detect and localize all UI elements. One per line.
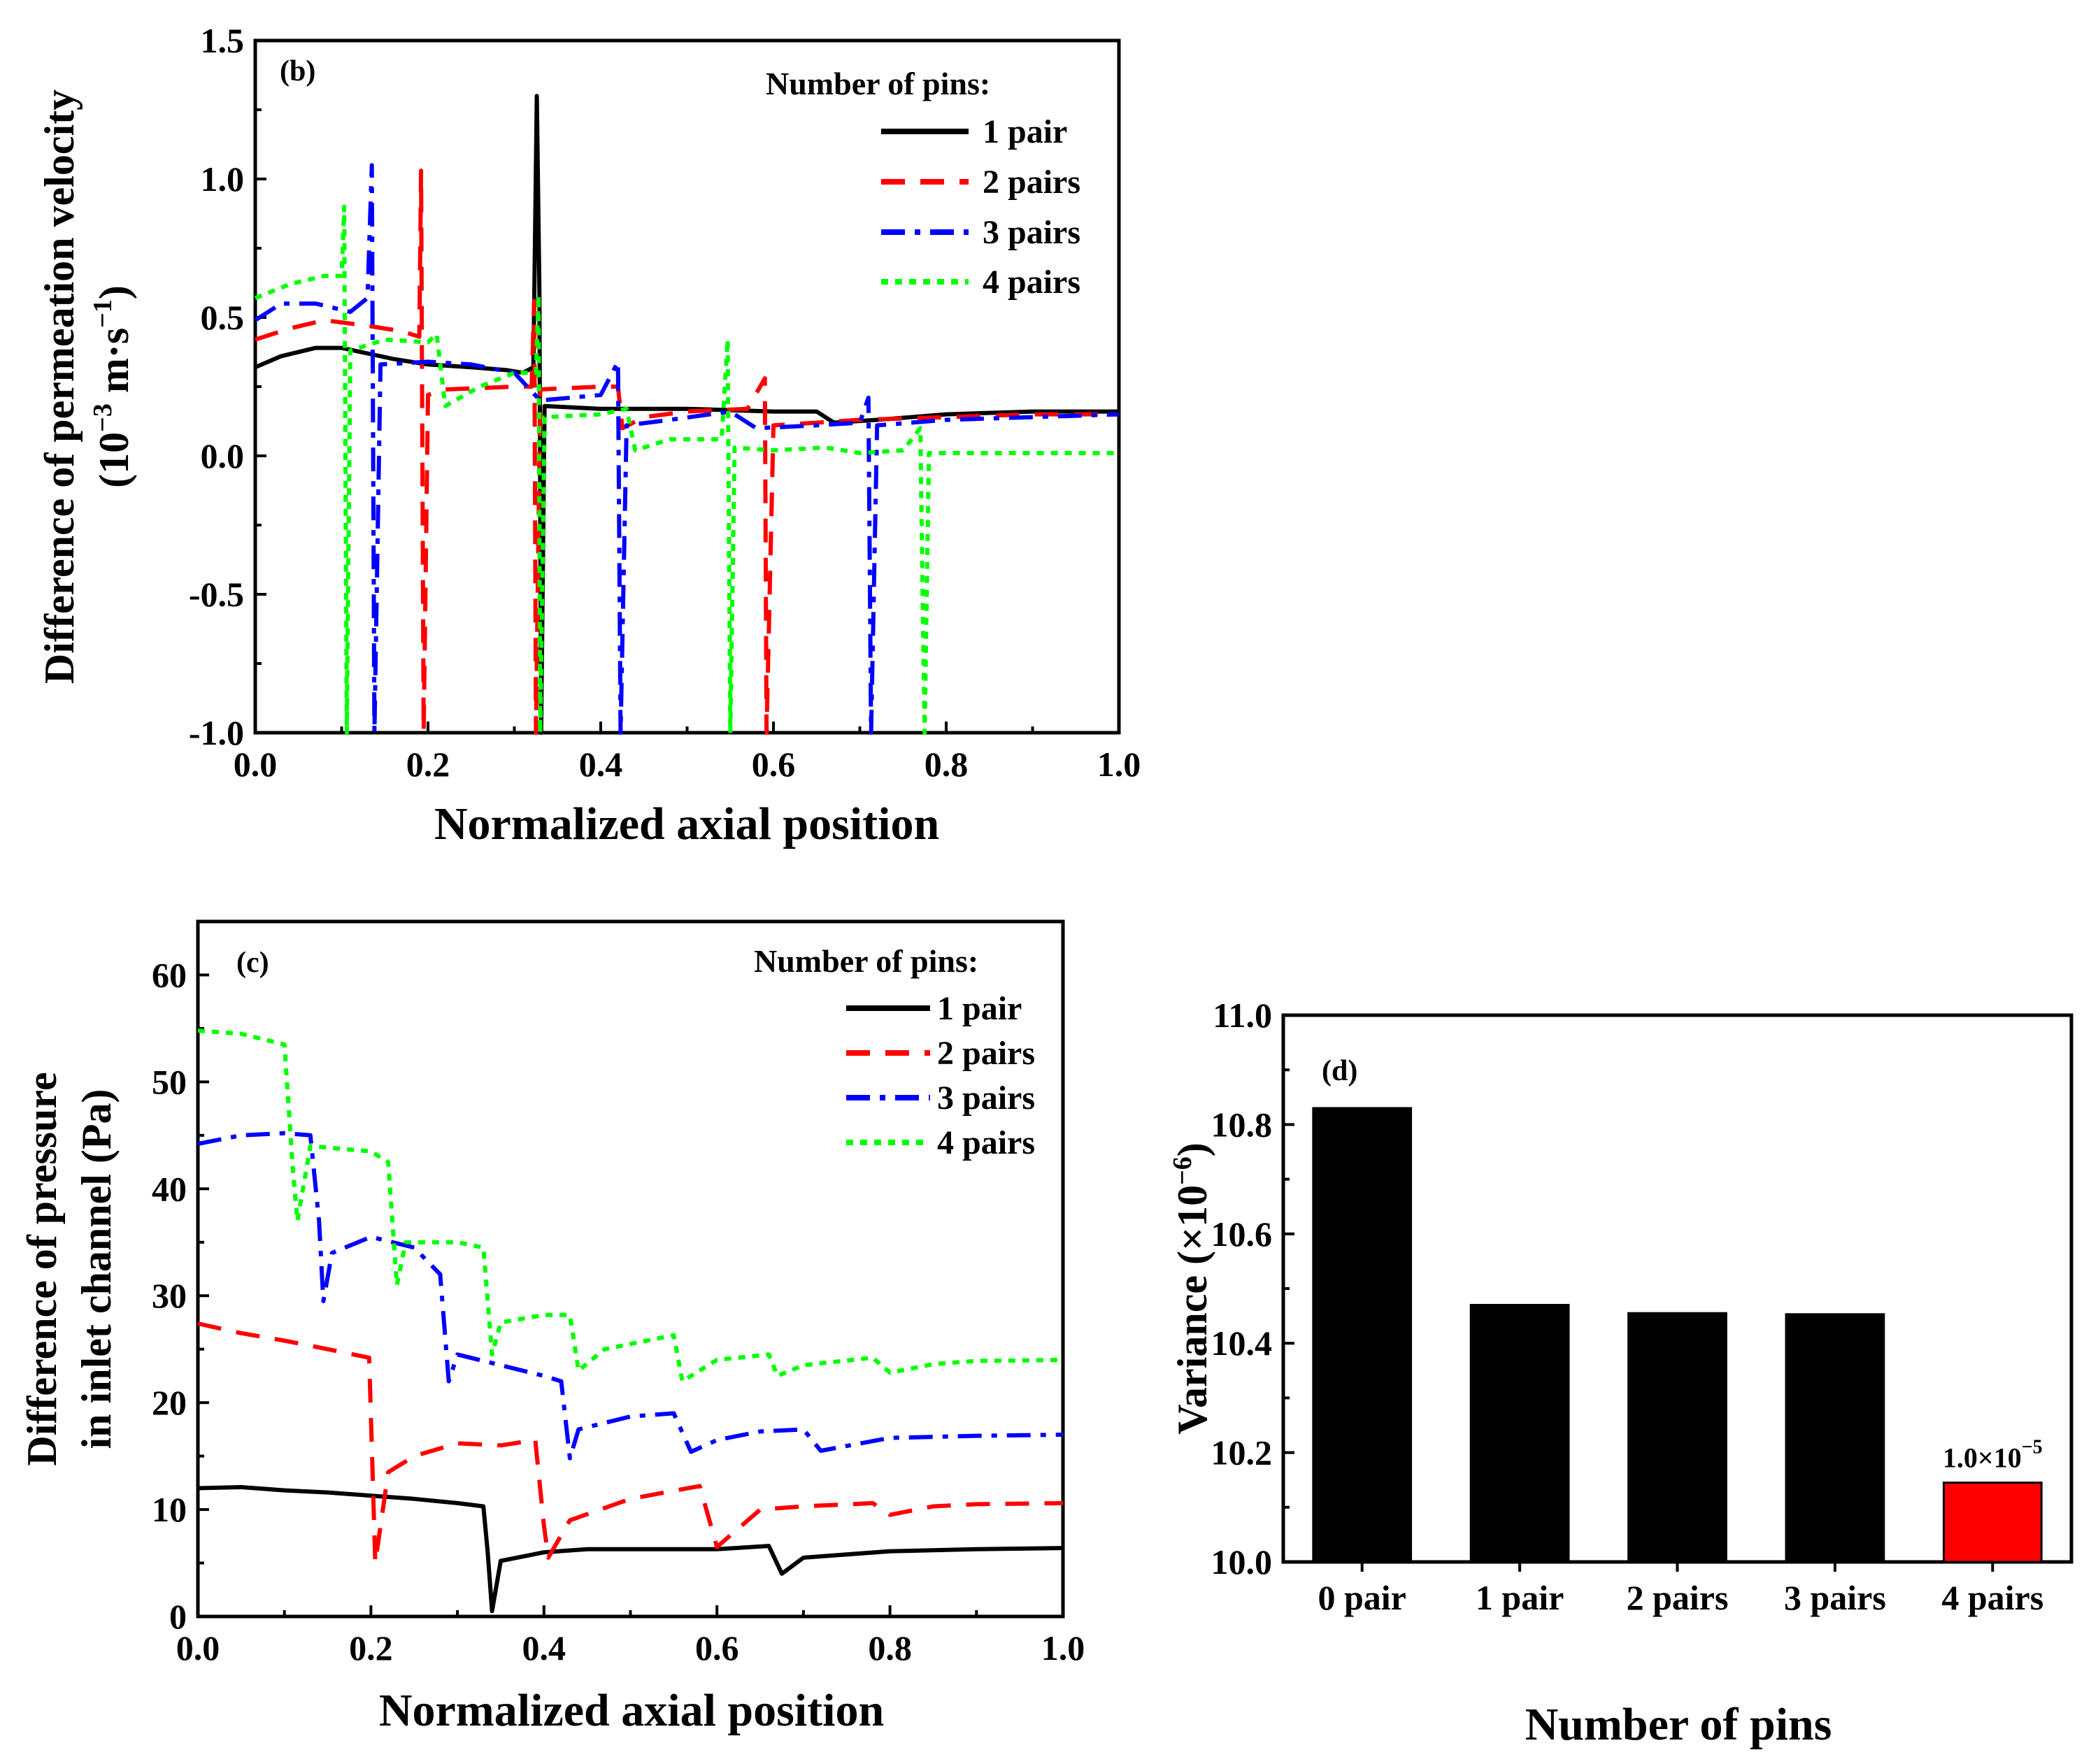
y-tick-label: 0: [169, 1597, 187, 1636]
x-axis-label-c: Normalized axial position: [379, 1685, 884, 1736]
x-tick-label: 1 pair: [1476, 1578, 1564, 1617]
y-tick-label: 20: [152, 1383, 187, 1422]
legend-label-b-1: 1 pair: [983, 113, 1067, 150]
legend-title-b: Number of pins:: [766, 66, 990, 101]
x-tick-label: 0.8: [868, 1628, 912, 1668]
x-axis-label-b: Normalized axial position: [434, 798, 939, 849]
y-tick-label: 1.0: [201, 159, 245, 199]
x-tick-label: 2 pairs: [1627, 1578, 1729, 1617]
y-tick-label: 10.6: [1211, 1214, 1273, 1254]
legend-b: Number of pins: 1 pair 2 pairs 3 pairs 4…: [766, 66, 1080, 301]
y-tick-label: 0.5: [201, 298, 245, 337]
y-tick-label: 40: [152, 1169, 187, 1208]
y-axis-label-d: Variance (×10−6): [1168, 1142, 1215, 1435]
y-tick-label: 30: [152, 1276, 187, 1315]
chart-panel-d: 10.0 10.2 10.4 10.6 10.8 11.0 0 pair 1 pair 2 pa…: [1168, 996, 2074, 1750]
series-line-2-pairs: [255, 168, 1119, 735]
y-axis-label-c: Difference of pressure in inlet channel …: [19, 1072, 120, 1465]
y-tick-label: 50: [152, 1062, 187, 1101]
x-tick-label: 0.4: [522, 1628, 566, 1668]
legend-label-c-1: 1 pair: [937, 990, 1022, 1027]
x-tick-label: 0.6: [752, 745, 796, 784]
chart-panel-b: 0.0 0.2 0.4 0.6 0.8 1.0 -1.0 -0.5 0.0 0.5 1.0 1.5 (…: [36, 21, 1141, 849]
y-axis-label-b-line2: (10−3 m·s−1): [88, 285, 137, 488]
tick-group-b: 0.0 0.2 0.4 0.6 0.8 1.0 -1.0 -0.5 0.0 0.5 1.0 1.5: [189, 21, 1141, 784]
series-line-3-pairs: [254, 163, 1120, 735]
legend-label-b-3: 3 pairs: [983, 214, 1080, 251]
bar-annotation-4-pairs: 1.0×10−5: [1943, 1437, 2043, 1474]
panel-label-b: (b): [280, 55, 315, 87]
x-tick-label: 0.0: [234, 745, 278, 784]
bar-group-d: [1312, 1107, 2043, 1563]
series-line-2-pairs: [197, 1321, 1064, 1565]
y-tick-label: 10.0: [1211, 1542, 1273, 1582]
y-tick-label: 10: [152, 1490, 187, 1529]
legend-label-c-4: 4 pairs: [937, 1124, 1035, 1161]
x-tick-label: 0.2: [349, 1628, 393, 1668]
series-line-4-pairs: [197, 1028, 1064, 1384]
panel-label-c: (c): [236, 947, 269, 979]
y-tick-label: 10.2: [1211, 1433, 1273, 1472]
x-tick-label: 0.6: [695, 1628, 739, 1668]
y-axis-label-b: Difference of permeation velocity (10−3 …: [36, 89, 137, 684]
y-tick-label: 10.8: [1211, 1105, 1273, 1144]
x-tick-label: 3 pairs: [1784, 1578, 1886, 1617]
x-tick-label: 0.2: [406, 745, 450, 784]
legend-label-b-4: 4 pairs: [983, 264, 1080, 301]
chart-panel-c: 0.0 0.2 0.4 0.6 0.8 1.0 0 10 20 30 40 50 60 (c) Numb…: [19, 919, 1085, 1736]
panel-label-d: (d): [1322, 1055, 1357, 1087]
y-tick-label: 0.0: [201, 436, 245, 475]
x-axis-label-d: Number of pins: [1525, 1699, 1832, 1750]
series-group-c: [197, 1028, 1064, 1614]
y-tick-label: 10.4: [1211, 1324, 1273, 1363]
bar-0-pair: [1312, 1107, 1413, 1563]
y-axis-label-c-line1: Difference of pressure: [19, 1072, 65, 1465]
bar-4-pairs: [1942, 1482, 2043, 1563]
y-axis-label-c-line2: in inlet channel (Pa): [73, 1089, 120, 1449]
legend-c: Number of pins: 1 pair 2 pairs 3 pairs 4…: [754, 943, 1035, 1161]
legend-label-c-2: 2 pairs: [937, 1035, 1035, 1072]
series-line-3-pairs: [197, 1131, 1064, 1461]
series-group-b: [254, 94, 1120, 735]
y-tick-label: 60: [152, 955, 187, 994]
y-tick-label: 11.0: [1213, 996, 1272, 1035]
x-tick-label: 0.4: [579, 745, 623, 784]
bar-1-pair: [1469, 1303, 1570, 1563]
series-line-1-pair: [197, 1485, 1064, 1614]
bar-3-pairs: [1785, 1313, 1885, 1563]
y-axis-label-b-line1: Difference of permeation velocity: [36, 89, 83, 684]
x-tick-label: 4 pairs: [1941, 1578, 2043, 1617]
x-tick-label: 0 pair: [1318, 1578, 1406, 1617]
x-tick-label: 0.8: [925, 745, 969, 784]
x-tick-label: 1.0: [1097, 745, 1141, 784]
y-tick-label: -0.5: [189, 575, 244, 614]
y-tick-label: 1.5: [201, 21, 245, 60]
y-axis-label-d-text: Variance (×10−6): [1168, 1142, 1215, 1435]
x-tick-label: 0.0: [176, 1628, 220, 1668]
tick-group-d: 10.0 10.2 10.4 10.6 10.8 11.0 0 pair 1 pair 2 pa…: [1211, 996, 2044, 1617]
y-tick-label: -1.0: [189, 713, 244, 752]
x-tick-label: 1.0: [1041, 1628, 1085, 1668]
legend-title-c: Number of pins:: [754, 943, 978, 979]
legend-label-b-2: 2 pairs: [983, 164, 1080, 201]
bar-2-pairs: [1627, 1312, 1727, 1563]
tick-group-c: 0.0 0.2 0.4 0.6 0.8 1.0 0 10 20 30 40 50 60: [152, 955, 1085, 1668]
legend-label-c-3: 3 pairs: [937, 1080, 1035, 1117]
